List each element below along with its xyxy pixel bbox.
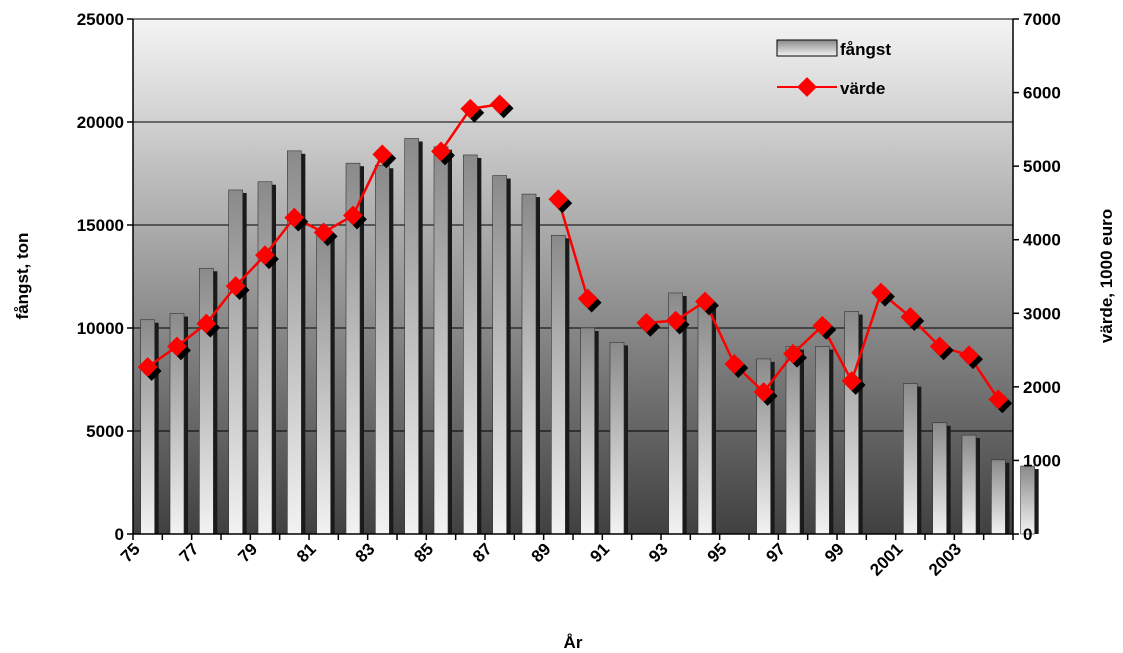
- plot-area: [132, 18, 1014, 535]
- line-point: [724, 354, 745, 374]
- x-axis-ticks: 75 77 79 81 83 85 87 89 91 93 95 97 99 2001 2003: [117, 534, 1014, 580]
- bar: [991, 459, 1006, 535]
- bar: [492, 175, 507, 535]
- x-tick-label: 2003: [925, 539, 965, 579]
- line-segment: [557, 198, 589, 299]
- line-point: [343, 205, 363, 226]
- line-point: [225, 276, 246, 296]
- line-point: [167, 336, 187, 357]
- line-point: [489, 94, 510, 115]
- left-axis-title: fångst, ton: [13, 233, 32, 320]
- line-point: [196, 313, 217, 334]
- bar: [257, 181, 273, 535]
- bar: [140, 319, 155, 535]
- bar: [404, 138, 419, 535]
- gridlines: [133, 18, 1013, 432]
- bar-series-fangst: [140, 138, 1039, 535]
- right-tick-label: 6000: [1023, 84, 1061, 103]
- bar: [580, 327, 595, 535]
- bar: [199, 267, 214, 535]
- bar: [609, 342, 625, 535]
- bar: [521, 193, 537, 535]
- line-point: [695, 291, 715, 312]
- line-point: [871, 282, 891, 303]
- x-tick-label: 87: [469, 539, 496, 566]
- x-tick-label: 91: [586, 539, 613, 566]
- line-point: [841, 371, 862, 391]
- x-tick-label: 81: [293, 539, 320, 566]
- bar: [697, 302, 713, 535]
- x-tick-label: 99: [821, 539, 848, 566]
- bar: [903, 383, 918, 535]
- line-point: [431, 141, 451, 162]
- line-point: [255, 245, 275, 266]
- bar: [844, 311, 859, 535]
- right-tick-label: 3000: [1023, 304, 1061, 323]
- legend-label-fangst: fångst: [840, 40, 891, 59]
- x-axis-title: År: [564, 633, 583, 652]
- x-tick-label: 97: [762, 539, 789, 566]
- x-tick-label: 83: [352, 539, 379, 566]
- line-point: [137, 357, 158, 377]
- bar: [551, 235, 566, 535]
- line-point: [284, 207, 305, 228]
- right-tick-label: 7000: [1023, 10, 1061, 29]
- right-tick-label: 0: [1023, 525, 1032, 544]
- line-point: [372, 144, 393, 165]
- line-series-varde: [137, 94, 1013, 414]
- line-point: [460, 98, 481, 119]
- right-axis-ticks: 0 1000 2000 3000 4000 5000 6000 7000: [1013, 10, 1061, 544]
- right-tick-label: 4000: [1023, 231, 1061, 250]
- bar: [463, 154, 478, 535]
- left-tick-label: 10000: [77, 319, 124, 338]
- line-point: [959, 345, 979, 366]
- bar: [785, 346, 801, 535]
- bar: [1020, 465, 1035, 535]
- bar: [815, 346, 830, 535]
- line-point: [929, 336, 950, 357]
- legend-label-varde: värde: [840, 79, 885, 98]
- line-point: [665, 310, 686, 331]
- bar: [316, 230, 331, 535]
- bar: [228, 189, 243, 535]
- line-point: [783, 343, 803, 364]
- left-axis-ticks: 0 5000 10000 15000 20000 25000: [77, 10, 133, 544]
- x-tick-label: 89: [528, 539, 555, 566]
- bar: [932, 422, 947, 535]
- x-tick-label: 93: [645, 539, 672, 566]
- line-point: [313, 222, 334, 243]
- right-tick-label: 1000: [1023, 451, 1061, 470]
- bar: [433, 146, 449, 535]
- line-point: [753, 382, 774, 402]
- left-tick-label: 0: [115, 525, 124, 544]
- x-tick-label: 85: [410, 539, 437, 566]
- legend: fångst värde: [776, 39, 891, 98]
- line-point: [988, 389, 1009, 410]
- right-axis-title: värde, 1000 euro: [1097, 209, 1116, 343]
- x-tick-label: 95: [704, 539, 731, 566]
- right-tick-label: 5000: [1023, 157, 1061, 176]
- right-tick-label: 2000: [1023, 378, 1061, 397]
- x-tick-label: 79: [234, 539, 261, 566]
- line-point: [900, 307, 921, 327]
- line-point: [812, 315, 833, 336]
- x-tick-label: 2001: [866, 539, 906, 579]
- left-tick-label: 5000: [86, 422, 124, 441]
- x-tick-label: 77: [176, 539, 203, 566]
- line-point: [577, 288, 598, 309]
- left-tick-label: 25000: [77, 10, 124, 29]
- left-tick-label: 20000: [77, 113, 124, 132]
- legend-swatch-fangst: [776, 39, 838, 57]
- bar: [961, 434, 977, 535]
- left-tick-label: 15000: [77, 216, 124, 235]
- bar: [375, 164, 390, 535]
- line-point: [636, 312, 657, 333]
